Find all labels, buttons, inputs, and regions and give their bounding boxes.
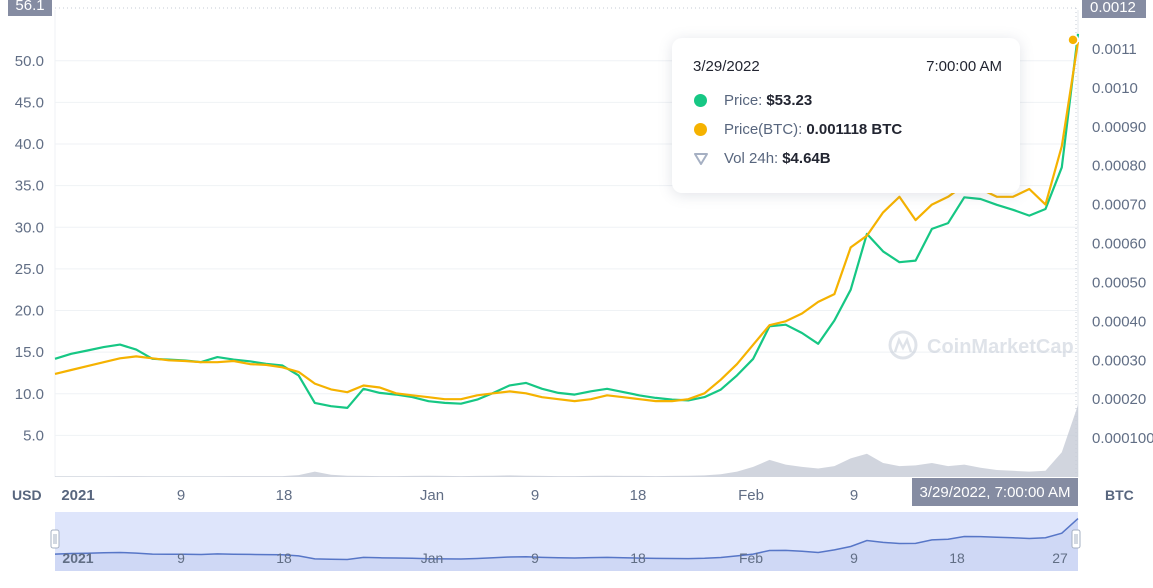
tooltip-btc-label: Price(BTC): [724, 121, 803, 138]
y-left-top-box [8, 0, 52, 16]
tooltip-price-value: $53.23 [766, 92, 813, 109]
y-left-tick-label: 45.0 [15, 94, 44, 111]
price-btc-dot-icon [694, 123, 707, 136]
tooltip-btc-row: Price(BTC): 0.001118 BTC [694, 121, 902, 138]
price-btc-line [54, 41, 1080, 403]
y-right-tick-label: 0.00090 [1092, 119, 1146, 136]
watermark-icon [888, 330, 918, 360]
y-left-tick-label: 30.0 [15, 219, 44, 236]
navigator-tick-label: 27 [1052, 550, 1068, 566]
y-right-tick-label: 0.0011 [1092, 41, 1137, 58]
crosshair-label-text: 3/29/2022, 7:00:00 AM [920, 484, 1071, 501]
crosshair-label: 3/29/2022, 7:00:00 AM [912, 478, 1078, 506]
y-left-tick-label: 40.0 [15, 136, 44, 153]
hover-point [1067, 34, 1079, 46]
chart-tooltip: 3/29/2022 7:00:00 AM Price: $53.23 Price… [672, 38, 1020, 193]
x-tick-label: 9 [850, 487, 858, 504]
y-right-tick-label: 0.00070 [1092, 197, 1146, 214]
y-right-tick-label: 0.0010 [1092, 80, 1138, 97]
x-tick-label: Feb [738, 487, 764, 504]
navigator-line [54, 518, 1079, 561]
right-axis-unit: BTC [1105, 487, 1134, 503]
y-left-tick-label: 10.0 [15, 386, 44, 403]
crosshair-label-box [912, 478, 1078, 506]
y-right-tick-label: 0.00060 [1092, 236, 1146, 253]
tooltip-time: 7:00:00 AM [926, 58, 1002, 75]
y-right-top-box [1082, 0, 1146, 18]
x-tick-label: Jan [420, 487, 444, 504]
tooltip-date: 3/29/2022 [693, 58, 760, 75]
x-tick-label: 9 [177, 487, 185, 504]
y-right-tick-label: 0.00040 [1092, 313, 1146, 330]
navigator-tick-label: 18 [630, 550, 646, 566]
navigator-tick-label: Jan [421, 550, 444, 566]
x-tick-label: 9 [531, 487, 539, 504]
navigator-left-handle[interactable] [50, 529, 60, 549]
y-left-top-marker: 56.1 [8, 0, 52, 16]
y-left-tick-label: 20.0 [15, 303, 44, 320]
watermark-logo: CoinMarketCap [888, 330, 1074, 360]
tooltip-vol-row: Vol 24h: $4.64B [694, 150, 831, 167]
handle-grip [50, 529, 60, 549]
tooltip-vol-value: $4.64B [782, 150, 831, 167]
navigator-tick-label: Feb [739, 550, 763, 566]
handle-grip [1071, 529, 1081, 549]
price-dot-icon [694, 94, 707, 107]
volume-shield-icon [694, 152, 708, 165]
navigator-right-handle[interactable] [1071, 529, 1081, 549]
watermark-text: CoinMarketCap [927, 336, 1074, 358]
navigator-tick-label: 9 [850, 550, 858, 566]
x-tick-label: 18 [630, 487, 647, 504]
tooltip-btc-value: 0.001118 BTC [806, 121, 903, 138]
watermark-icon-mark [893, 336, 913, 353]
y-left-tick-label: 50.0 [15, 53, 44, 70]
volume-area [55, 405, 1078, 477]
left-axis-unit: USD [12, 487, 42, 503]
y-right-tick-label: 0.00080 [1092, 158, 1146, 175]
navigator-tick-label: 9 [177, 550, 185, 566]
y-left-tick-label: 25.0 [15, 261, 44, 278]
navigator-area [55, 518, 1078, 571]
navigator-tick-label: 9 [531, 550, 539, 566]
y-left-top-label: 56.1 [15, 0, 44, 14]
y-right-tick-label: 0.00050 [1092, 274, 1146, 291]
tooltip-price-label: Price: [724, 92, 763, 109]
y-right-top-label: 0.0012 [1090, 0, 1136, 16]
y-left-tick-label: 15.0 [15, 344, 44, 361]
y-left-tick-label: 5.0 [23, 427, 44, 444]
navigator-tick-label: 18 [949, 550, 965, 566]
x-tick-label: 18 [276, 487, 293, 504]
x-tick-label: 2021 [61, 487, 94, 504]
y-right-top-marker: 0.0012 [1082, 0, 1146, 18]
y-right-tick-label: 0.00020 [1092, 391, 1146, 408]
tooltip-vol-label: Vol 24h: [724, 150, 779, 167]
y-right-tick-label: 0.00030 [1092, 352, 1146, 369]
navigator-tick-label: 2021 [62, 550, 93, 566]
y-left-tick-label: 35.0 [15, 178, 44, 195]
price-usd-line [54, 33, 1080, 409]
tooltip-price-row: Price: $53.23 [694, 92, 812, 109]
navigator-tick-label: 18 [276, 550, 292, 566]
